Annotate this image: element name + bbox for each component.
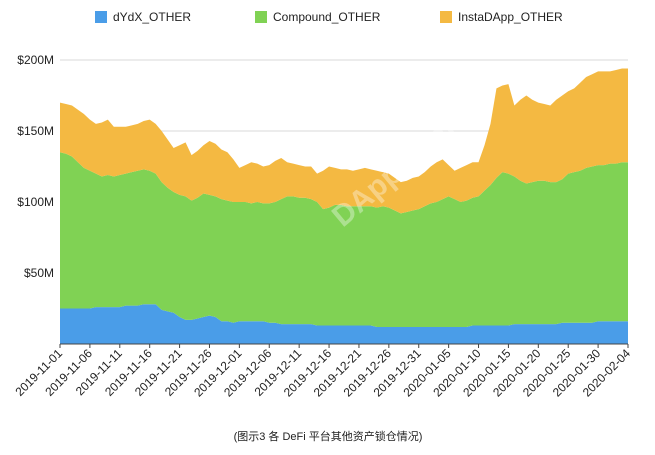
area: [60, 304, 628, 344]
y-tick-label: $150M: [17, 124, 54, 138]
area: [60, 152, 628, 327]
y-tick-label: $100M: [17, 195, 54, 209]
caption: (图示3 各 DeFi 平台其他资产锁仓情况): [234, 429, 423, 443]
legend-swatch: [440, 11, 452, 23]
legend-swatch: [255, 11, 267, 23]
legend-swatch: [95, 11, 107, 23]
y-tick-label: $50M: [24, 266, 54, 280]
y-tick-label: $200M: [17, 53, 54, 67]
legend-label: Compound_OTHER: [273, 10, 381, 24]
legend-label: dYdX_OTHER: [113, 10, 191, 24]
area: [60, 68, 628, 214]
legend-label: InstaDApp_OTHER: [458, 10, 563, 24]
